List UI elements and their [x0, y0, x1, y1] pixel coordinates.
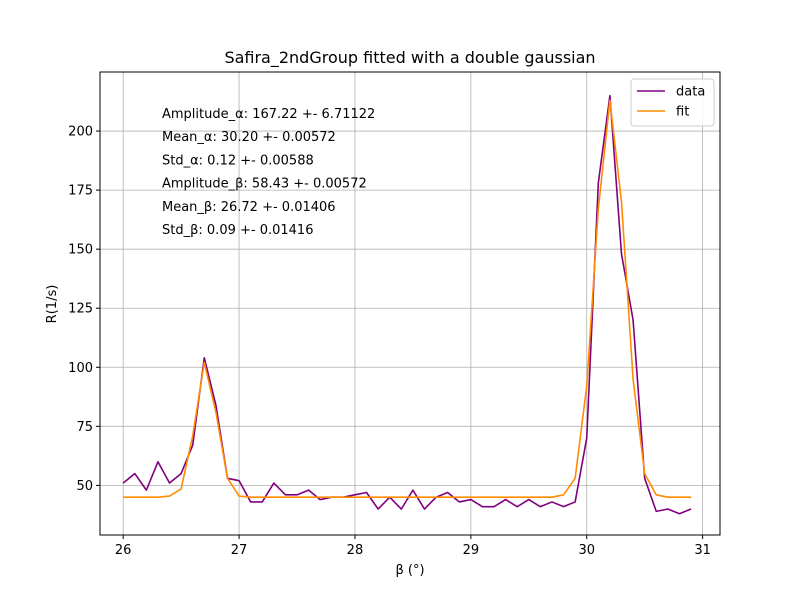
- series-layer: [122, 94, 692, 515]
- x-axis-label: β (°): [395, 563, 424, 578]
- y-tick-label: 50: [76, 479, 93, 494]
- legend-label: fit: [676, 105, 689, 120]
- x-axis-ticks: 26 27 28 29 30 31: [115, 535, 711, 558]
- legend: data fit: [630, 78, 715, 127]
- series-line-fit: [123, 99, 692, 499]
- x-tick-label: 31: [694, 543, 711, 558]
- y-tick-label: 200: [68, 125, 93, 140]
- fit-parameter-line: Mean_β: 26.72 +- 0.01406: [162, 200, 336, 215]
- fit-parameters-annotation: Amplitude_α: 167.22 +- 6.71122 Mean_α: 30…: [162, 107, 375, 238]
- chart-title: Safira_2ndGroup fitted with a double gau…: [224, 48, 595, 68]
- x-tick-label: 30: [578, 543, 595, 558]
- y-tick-label: 100: [68, 361, 93, 376]
- fit-parameter-line: Amplitude_α: 167.22 +- 6.71122: [162, 107, 375, 122]
- y-tick-label: 75: [76, 420, 93, 435]
- y-axis-ticks: 50 75 100 125 150 175 200: [68, 125, 100, 494]
- series-line-data: [122, 94, 692, 515]
- x-tick-label: 27: [231, 543, 248, 558]
- fit-parameter-line: Std_β: 0.09 +- 0.01416: [162, 223, 313, 238]
- x-tick-label: 28: [347, 543, 364, 558]
- y-tick-label: 175: [68, 184, 93, 199]
- plot-frame: [99, 71, 721, 536]
- fit-parameter-line: Std_α: 0.12 +- 0.00588: [162, 153, 314, 168]
- x-tick-label: 29: [463, 543, 480, 558]
- y-axis-label: R(1/s): [45, 285, 60, 324]
- y-tick-label: 125: [68, 302, 93, 317]
- x-tick-label: 26: [115, 543, 132, 558]
- fit-parameter-line: Mean_α: 30.20 +- 0.00572: [162, 130, 336, 145]
- y-tick-label: 150: [68, 243, 93, 258]
- fit-parameter-line: Amplitude_β: 58.43 +- 0.00572: [162, 177, 367, 192]
- legend-label: data: [676, 85, 705, 100]
